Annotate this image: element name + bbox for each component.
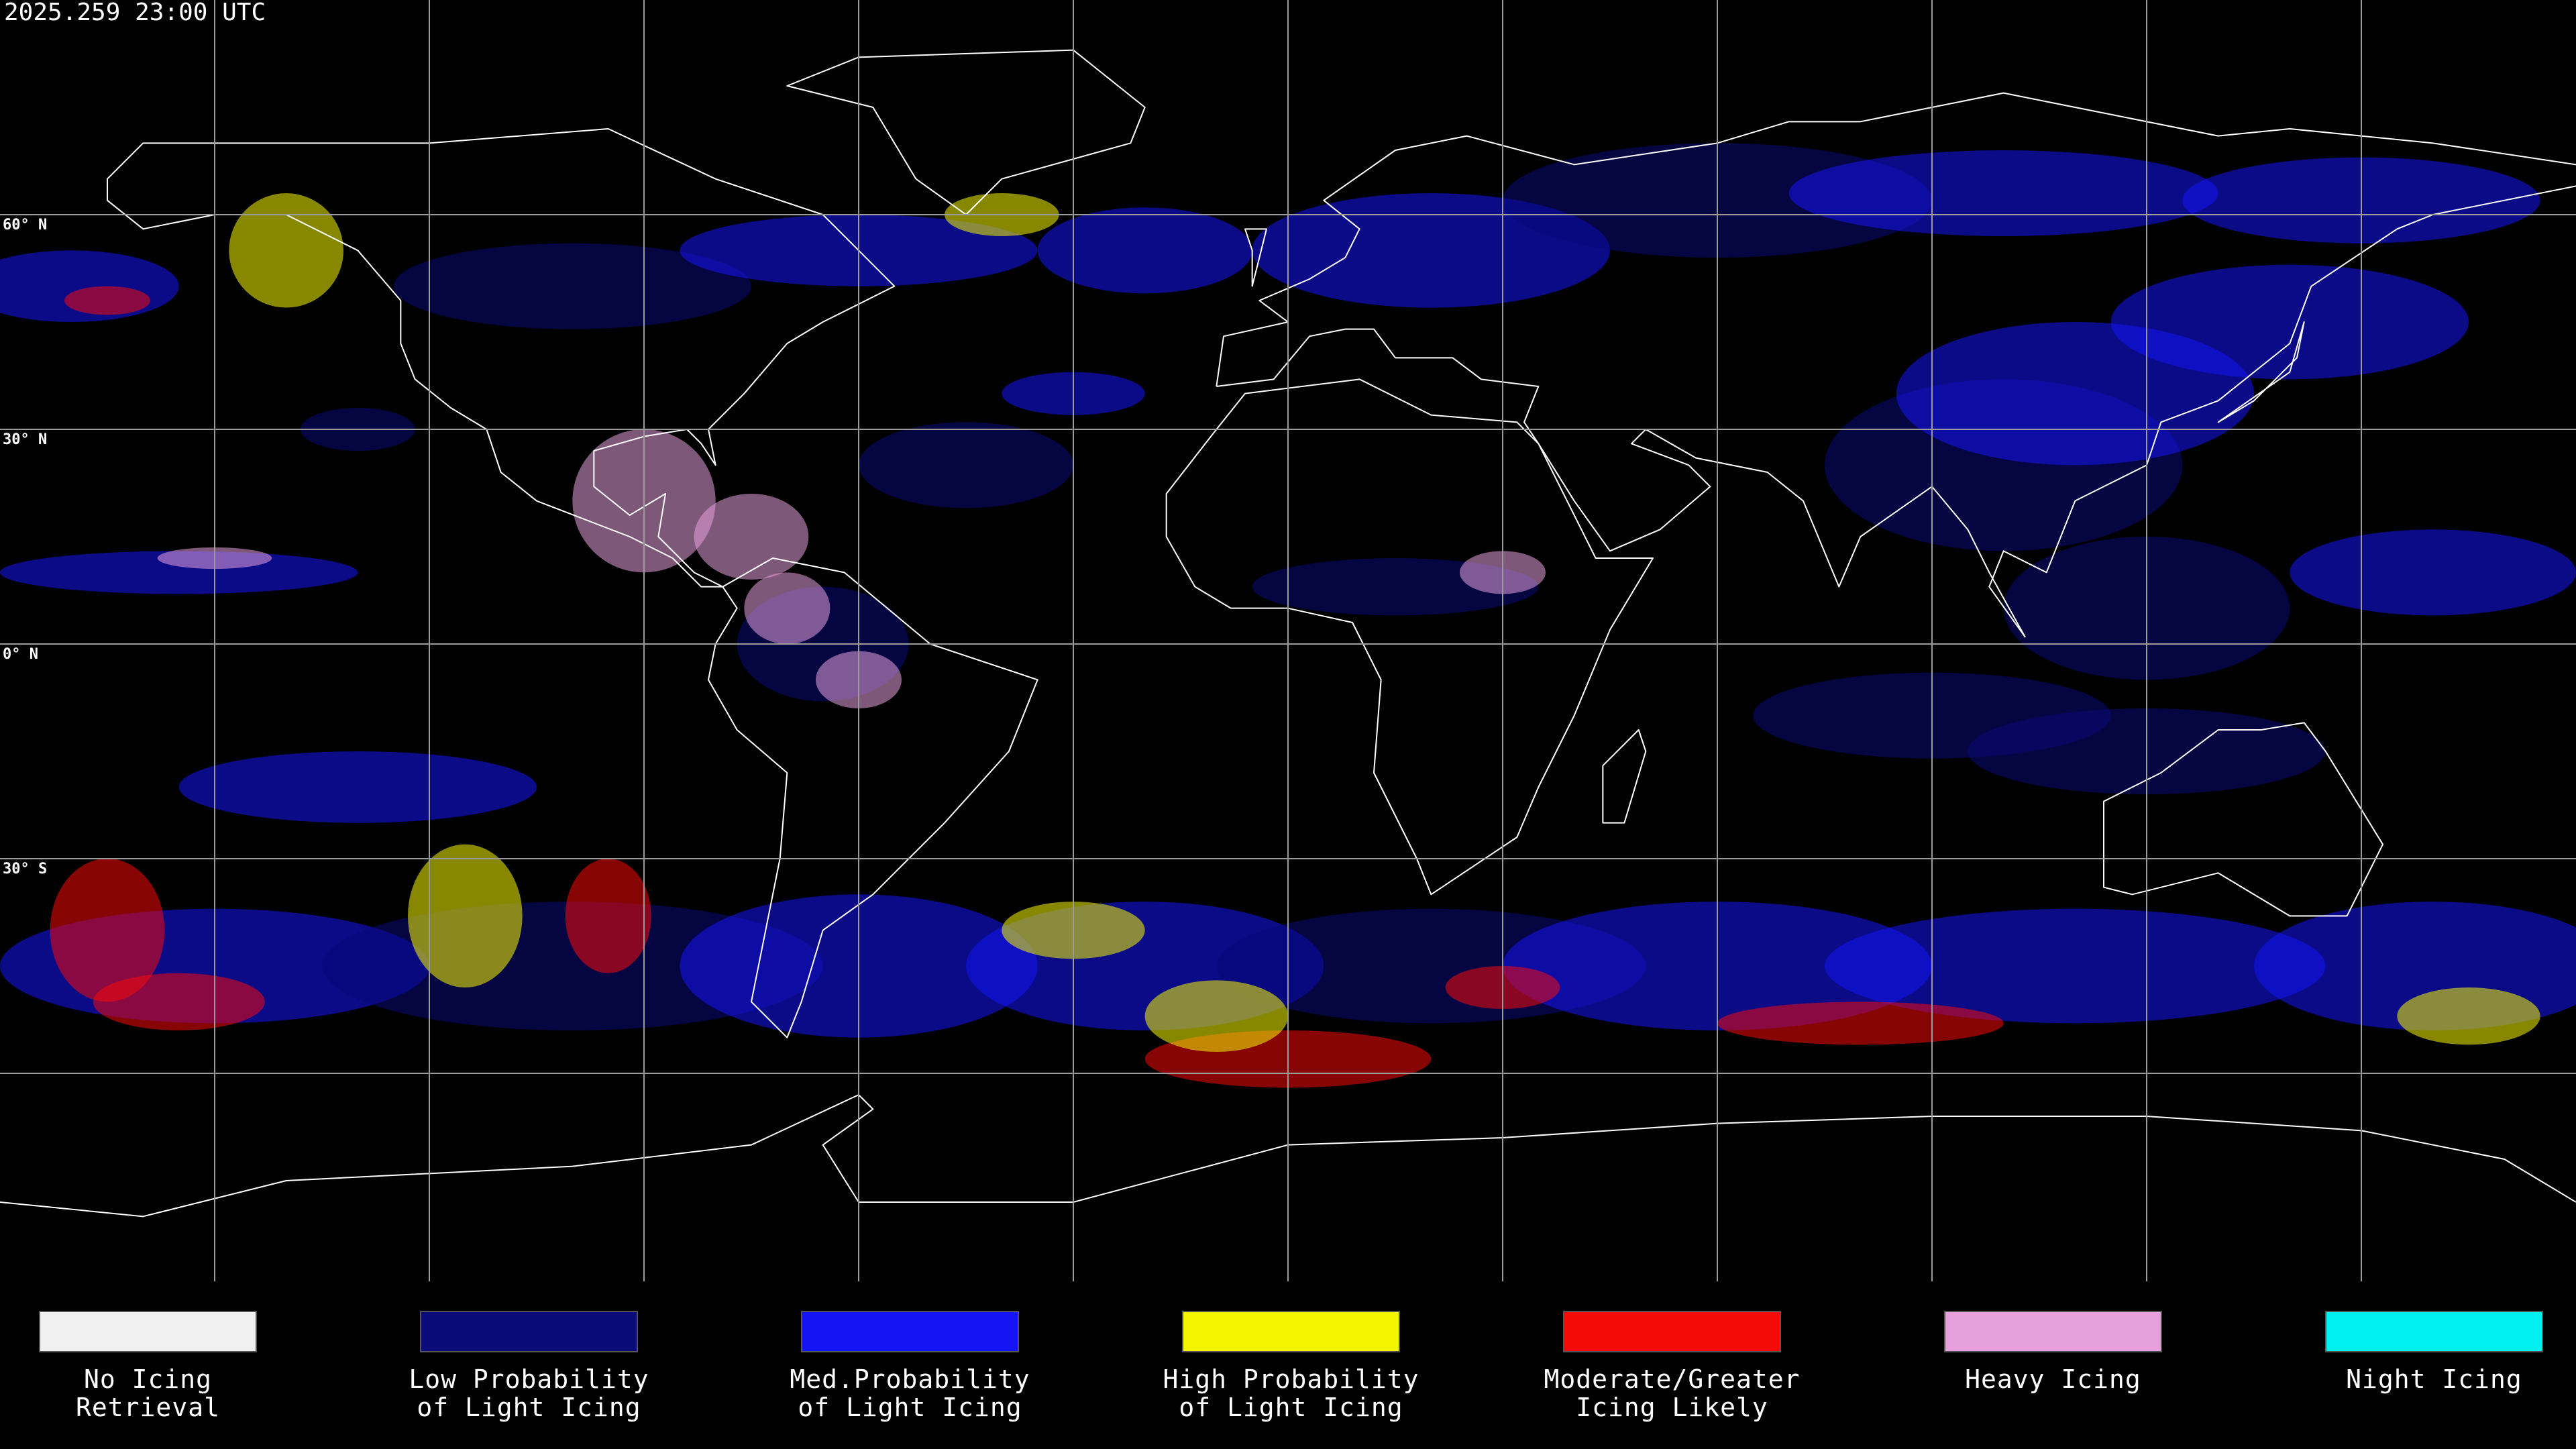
legend-label: Low Probability (409, 1364, 649, 1394)
legend-swatch (39, 1311, 257, 1352)
legend-label: of Light Icing (1179, 1393, 1403, 1422)
icing-patch (565, 859, 651, 973)
graticule (0, 0, 2576, 1281)
legend-label: No Icing (84, 1364, 212, 1394)
icing-patch (229, 193, 343, 308)
legend-swatch (1944, 1311, 2162, 1352)
legend-swatch (1563, 1311, 1781, 1352)
latitude-label: 30° N (3, 431, 47, 448)
icing-patch (2397, 987, 2540, 1045)
coastline (708, 558, 1038, 1038)
coastline (1216, 93, 2576, 386)
coastline (1603, 730, 1646, 823)
timestamp: 2025.259 23:00 UTC (4, 0, 266, 26)
legend-label: of Light Icing (798, 1393, 1022, 1422)
latitude-label: 0° N (3, 646, 38, 663)
legend-label: Heavy Icing (1965, 1364, 2141, 1394)
icing-patch (1788, 150, 2218, 236)
coastline (2218, 322, 2304, 422)
coastline (1216, 186, 2576, 637)
icing-patch (2290, 529, 2576, 616)
coastline (0, 1095, 2576, 1216)
legend-label: Moderate/Greater (1544, 1364, 1800, 1394)
icing-patch (407, 844, 523, 988)
coastline (107, 129, 894, 587)
coastline (1167, 379, 1653, 894)
legend-swatch (801, 1311, 1019, 1352)
icing-patch (178, 751, 537, 823)
legend-swatch (1182, 1311, 1400, 1352)
icing-patch (694, 493, 809, 580)
coastline (787, 50, 1144, 215)
icing-patch (1717, 1002, 2004, 1045)
icing-patch (64, 286, 150, 315)
icing-patch (2110, 264, 2469, 380)
latitude-label: 30° S (3, 861, 47, 877)
legend-label: Retrieval (76, 1393, 220, 1422)
latitude-labels: 60° N 30° N 0° N 30° S (3, 217, 47, 877)
coastlines (0, 50, 2576, 1217)
legend-label: Night Icing (2346, 1364, 2522, 1394)
coastline (1245, 229, 1267, 286)
legend-label: High Probability (1163, 1364, 1419, 1394)
icing-patch (50, 859, 165, 1002)
icing-patch (1825, 908, 2326, 1024)
legend-swatch (2325, 1311, 2543, 1352)
icing-patch (858, 422, 1073, 508)
legend-label: Med.Probability (790, 1364, 1030, 1394)
icing-patch (393, 243, 751, 329)
legend-swatch (420, 1311, 638, 1352)
legend-label: Icing Likely (1576, 1393, 1768, 1422)
latitude-label: 60° N (3, 217, 47, 233)
icing-patch (744, 572, 830, 644)
icing-patch (1037, 207, 1252, 294)
legend-label: of Light Icing (417, 1393, 641, 1422)
icing-patch (1144, 980, 1288, 1053)
